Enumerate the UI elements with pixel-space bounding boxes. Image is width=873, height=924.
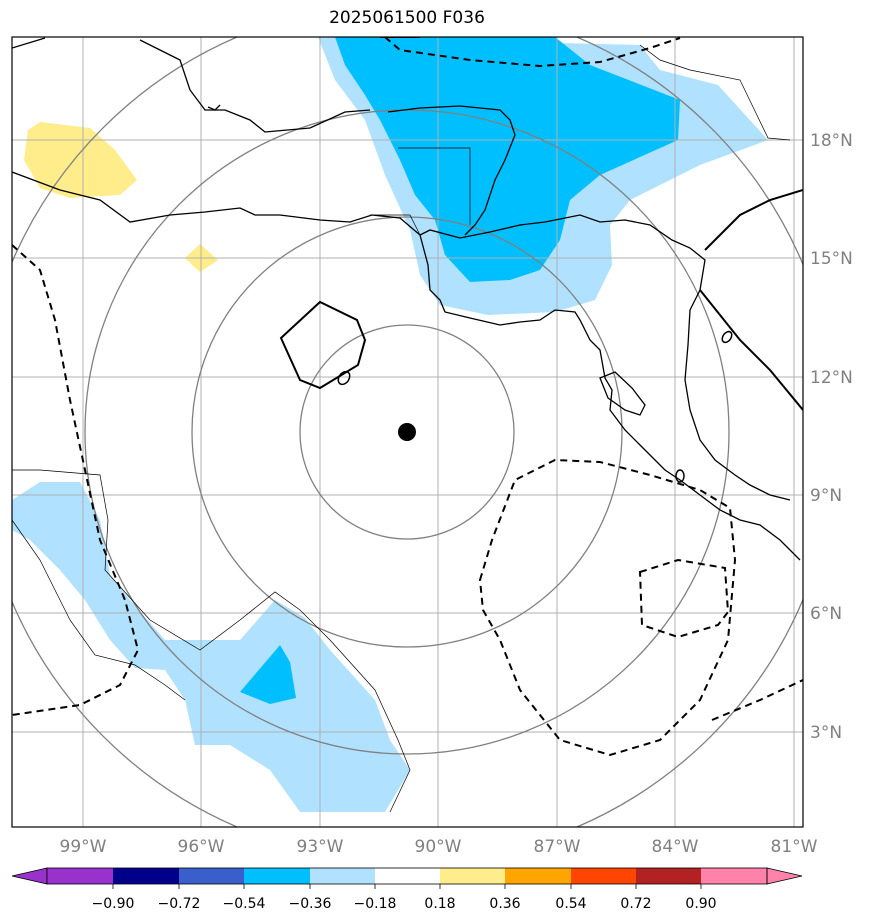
lon-label: 90°W — [415, 837, 462, 857]
colorbar-tick-label: −0.18 — [354, 896, 397, 912]
colorbar-tick-label: 0.90 — [685, 896, 716, 912]
lon-label: 96°W — [178, 837, 225, 857]
borders — [12, 44, 791, 813]
lon-label: 87°W — [534, 837, 581, 857]
latitude-labels: 18°N 15°N 12°N 9°N 6°N 3°N — [810, 131, 853, 743]
islands — [337, 330, 733, 483]
lat-label: 6°N — [810, 604, 842, 624]
colorbar-bin — [571, 868, 636, 884]
colorbar-over-triangle — [766, 867, 803, 885]
contours-dashed — [12, 37, 803, 757]
colorbar-bin — [701, 868, 767, 884]
colorbar-tick-label: 0.72 — [620, 896, 651, 912]
colorbar-tick-label: −0.36 — [289, 896, 332, 912]
colorbar-bin — [310, 868, 375, 884]
lon-label: 99°W — [60, 837, 107, 857]
longitude-labels: 99°W 96°W 93°W 90°W 87°W 84°W 81°W — [60, 837, 818, 857]
colorbar-tick-label: −0.90 — [92, 896, 135, 912]
lat-label: 18°N — [810, 131, 853, 151]
colorbar-outline — [46, 867, 768, 885]
colorbar-tick-label: 0.18 — [424, 896, 455, 912]
colorbar-bin — [375, 868, 440, 884]
lon-label: 81°W — [771, 837, 818, 857]
coastlines — [12, 37, 801, 561]
colorbar-tick-label: 0.54 — [555, 896, 586, 912]
colorbar-tick-label: 0.36 — [489, 896, 520, 912]
colorbar-tick-label: −0.72 — [158, 896, 201, 912]
lon-label: 84°W — [652, 837, 699, 857]
colorbar-bin — [47, 868, 113, 884]
colorbar-bin — [440, 868, 505, 884]
lat-label: 9°N — [810, 486, 842, 506]
colorbar-bin — [244, 868, 310, 884]
colorbar-tick-label: −0.54 — [223, 896, 266, 912]
colorbar-bin — [179, 868, 244, 884]
storm-center-marker — [398, 423, 416, 441]
lat-label: 15°N — [810, 249, 853, 269]
colorbar-bin — [636, 868, 701, 884]
contours-solid — [279, 37, 803, 411]
colorbar-bin — [505, 868, 571, 884]
map-frame — [11, 36, 804, 828]
colorbar-under-triangle — [11, 867, 48, 885]
lon-label: 93°W — [297, 837, 344, 857]
shading-strong-negative — [240, 37, 680, 704]
colorbar: −0.90 −0.72 −0.54 −0.36 −0.18 0.18 0.36 … — [11, 867, 803, 912]
colorbar-bin — [113, 868, 179, 884]
map-title: 2025061500 F036 — [329, 8, 485, 28]
lat-label: 3°N — [810, 723, 842, 743]
lat-label: 12°N — [810, 368, 853, 388]
